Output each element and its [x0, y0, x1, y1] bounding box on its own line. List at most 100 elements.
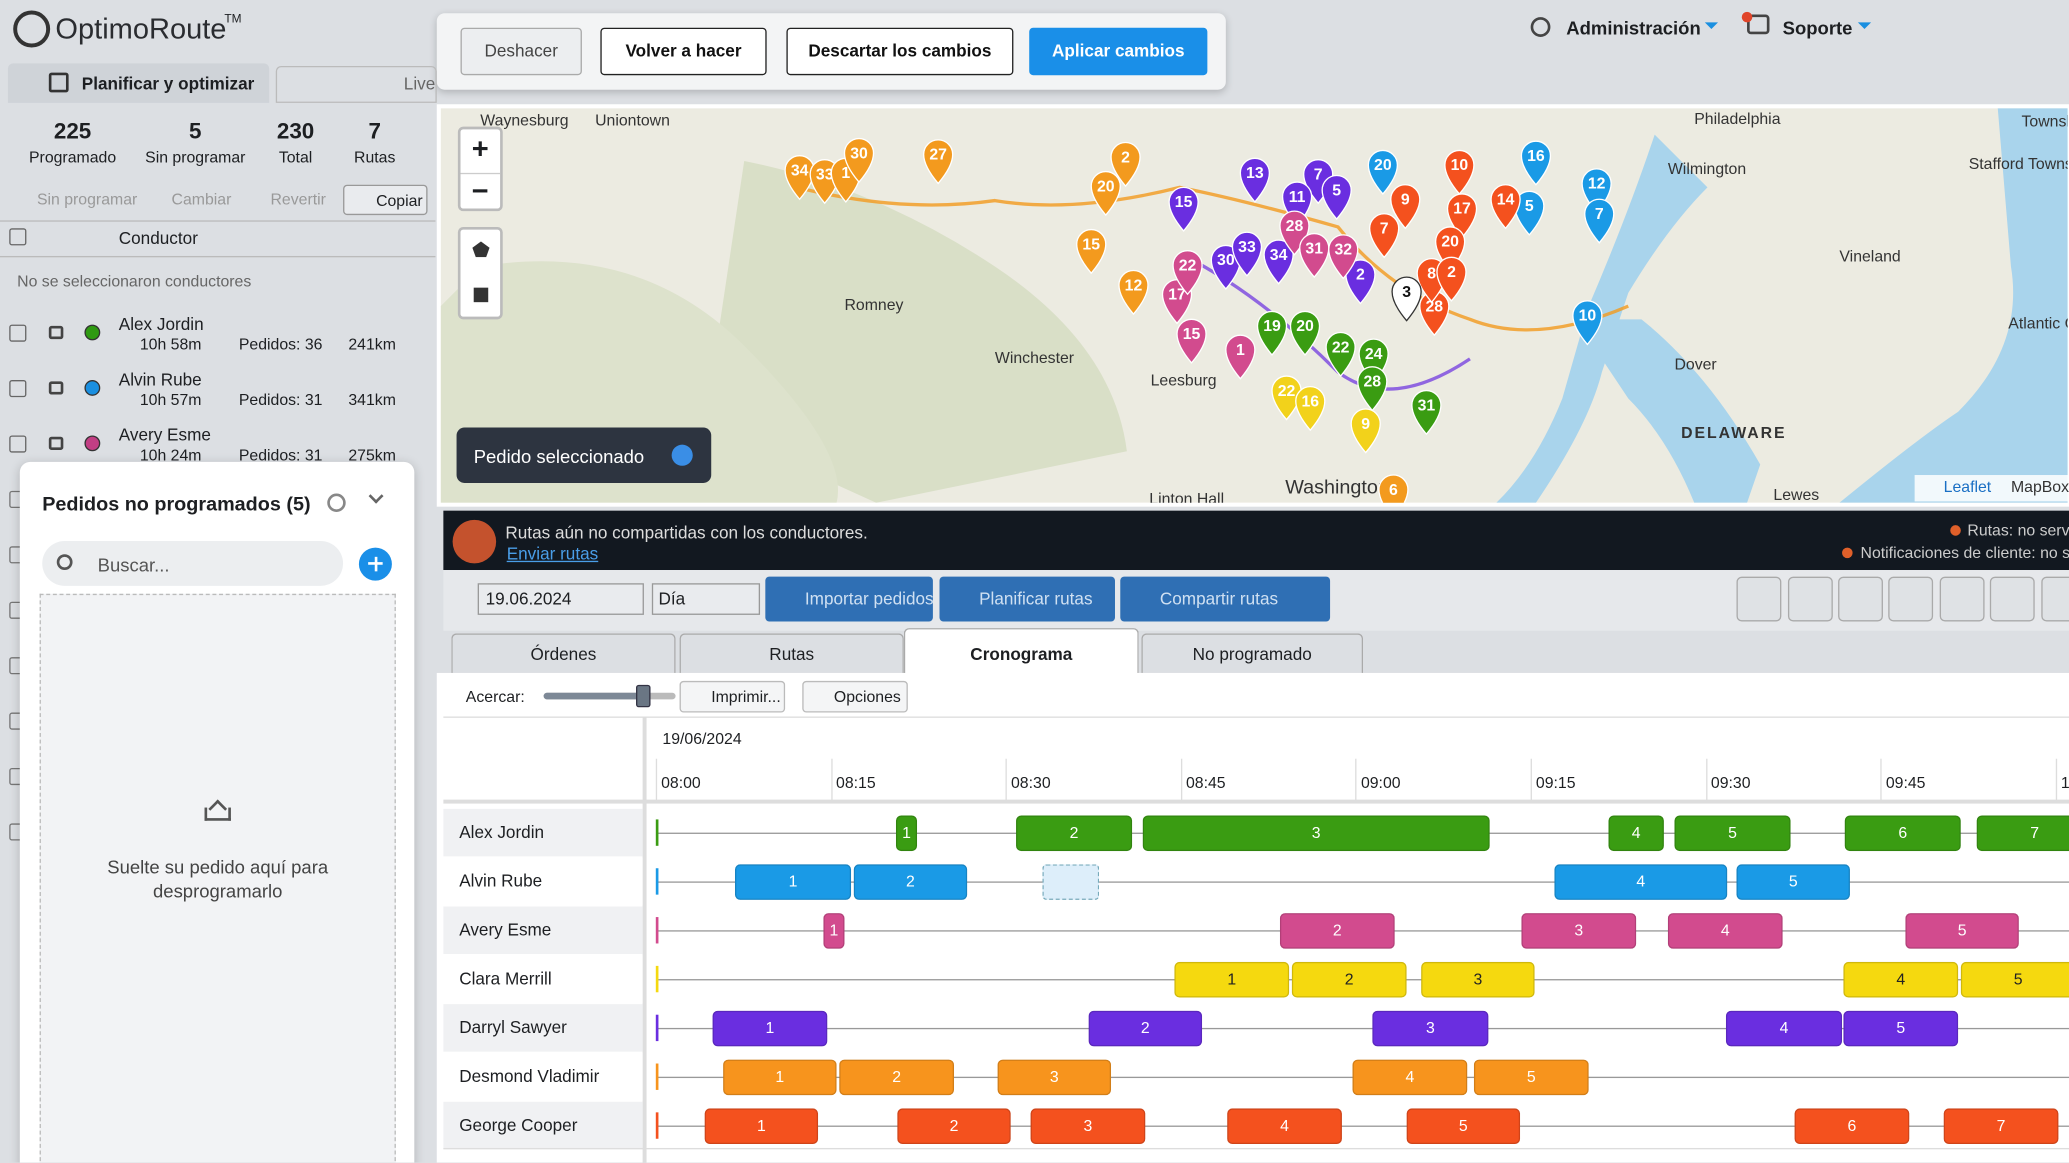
task-block[interactable]: 2 [1279, 913, 1395, 949]
map-pin[interactable]: 15 [1076, 229, 1107, 275]
row-name[interactable]: Desmond Vladimir [459, 1066, 600, 1086]
task-block[interactable]: 4 [1725, 1010, 1843, 1047]
settings-icon[interactable] [327, 493, 346, 512]
map-pin[interactable]: 10 [1572, 300, 1603, 346]
view-tab[interactable] [903, 628, 1139, 676]
period-select[interactable] [651, 583, 761, 615]
task-block[interactable]: 1 [723, 1059, 837, 1096]
task-block[interactable]: 2 [1291, 961, 1407, 998]
driver-name[interactable]: Avery Esme [118, 424, 211, 445]
task-block[interactable]: 5 [1473, 1059, 1589, 1096]
action-button[interactable]: Volver a hacer [600, 27, 767, 76]
row-name[interactable]: Alvin Rube [459, 870, 543, 891]
view-tab[interactable] [1141, 633, 1364, 673]
task-block[interactable]: 4 [1352, 1059, 1468, 1096]
map-pin[interactable]: 20 [1367, 149, 1399, 195]
task-block[interactable]: 2 [839, 1059, 955, 1096]
toolbar-item[interactable]: Revertir [270, 190, 326, 209]
map-pin[interactable]: 5 [1514, 190, 1545, 236]
task-block[interactable]: 4 [1843, 961, 1959, 998]
row-name[interactable]: Darryl Sawyer [459, 1017, 567, 1038]
task-block[interactable]: 5 [1736, 864, 1850, 900]
admin-menu[interactable]: Administración [1566, 17, 1701, 39]
task-block[interactable]: 3 [1372, 1010, 1489, 1047]
control-button[interactable] [1120, 576, 1331, 622]
task-block[interactable]: 5 [1905, 913, 2019, 949]
map-pin[interactable]: 22 [1172, 250, 1203, 296]
map-pin[interactable]: 14 [1490, 184, 1521, 230]
polygon-tool[interactable] [472, 241, 490, 258]
task-block[interactable]: 3 [1421, 961, 1535, 998]
task-block[interactable]: 5 [1406, 1108, 1521, 1145]
task-block[interactable]: 3 [1142, 815, 1490, 852]
rect-tool[interactable] [473, 287, 489, 303]
map-pin[interactable]: 20 [1090, 170, 1121, 217]
task-block[interactable]: 4 [1608, 815, 1664, 852]
map-pin[interactable]: 3 [1391, 276, 1422, 322]
search-box[interactable] [42, 541, 344, 586]
control-button[interactable] [765, 576, 933, 622]
map-pin[interactable]: 1 [1225, 334, 1256, 380]
attribution[interactable]: MapBox [2010, 477, 2069, 497]
map-pin[interactable]: 15 [1168, 186, 1199, 232]
task-block[interactable]: 2 [897, 1108, 1011, 1145]
map-pin[interactable]: 28 [1357, 366, 1388, 412]
map-pin[interactable]: 6 [1378, 474, 1409, 503]
task-block[interactable]: 3 [1030, 1108, 1146, 1145]
map-pin[interactable]: 7 [1369, 213, 1400, 259]
view-tab[interactable] [451, 633, 676, 673]
map-pin[interactable]: 34 [1263, 239, 1294, 285]
map-pin[interactable]: 17 [1446, 193, 1478, 239]
toolbar-item[interactable]: Copiar [376, 191, 423, 210]
map-pin[interactable]: 2 [1110, 141, 1141, 188]
map-pin[interactable]: 10 [1444, 149, 1475, 195]
icon-button[interactable] [1736, 576, 1782, 622]
action-button[interactable]: Aplicar cambios [1029, 27, 1208, 76]
map-pin[interactable]: 12 [1118, 269, 1149, 316]
task-block[interactable]: 2 [1016, 815, 1133, 852]
task-block[interactable]: 4 [1227, 1108, 1342, 1145]
task-block[interactable]: 7 [1943, 1108, 2059, 1145]
row-name[interactable]: Alex Jordin [459, 822, 545, 842]
task-block[interactable]: 7 [1976, 815, 2069, 852]
map-pin[interactable]: 15 [1176, 318, 1207, 364]
map-pin[interactable]: 34 [784, 155, 815, 201]
view-tab[interactable] [679, 633, 904, 673]
checkbox[interactable] [9, 324, 27, 342]
toolbar-item[interactable]: Cambiar [171, 190, 232, 209]
map-pin[interactable]: 27 [923, 139, 954, 185]
driver-name[interactable]: Alvin Rube [118, 369, 202, 390]
map-pin[interactable]: 31 [1411, 389, 1442, 436]
task-block[interactable]: 4 [1554, 864, 1728, 900]
map-pin[interactable]: 13 [1239, 157, 1271, 203]
attribution[interactable]: Leaflet [1943, 477, 1992, 497]
driver-name[interactable]: Alex Jordin [118, 314, 204, 334]
task-block[interactable]: 1 [704, 1108, 819, 1145]
map-pin[interactable]: 30 [843, 137, 875, 184]
admin-icon[interactable] [1530, 17, 1551, 37]
icon-button[interactable] [1939, 576, 1985, 622]
copy-button[interactable] [343, 184, 428, 216]
task-block[interactable]: 2 [1088, 1010, 1203, 1047]
task-block[interactable]: 3 [997, 1059, 1112, 1096]
zoom-out[interactable]: − [460, 172, 501, 209]
row-name[interactable]: George Cooper [459, 1114, 578, 1135]
map-pin[interactable]: 22 [1325, 331, 1356, 378]
clear-selected[interactable] [671, 444, 693, 466]
map-pin[interactable]: 9 [1350, 408, 1381, 454]
checkbox[interactable] [9, 380, 27, 398]
date-input[interactable] [477, 583, 644, 615]
icon-button[interactable] [1838, 576, 1883, 622]
checkbox[interactable] [9, 228, 27, 246]
row-name[interactable]: Clara Merrill [459, 968, 552, 989]
task-block[interactable]: 1 [823, 913, 845, 949]
tab-label[interactable]: Live [403, 73, 436, 94]
icon-button[interactable] [2041, 576, 2069, 622]
map-pin[interactable]: 19 [1256, 310, 1288, 356]
action-button[interactable]: Deshacer [460, 27, 582, 76]
map-pin[interactable]: 32 [1328, 234, 1359, 280]
task-block[interactable]: 1 [895, 815, 918, 852]
map-pin[interactable]: 28 [1419, 291, 1450, 337]
task-block[interactable]: 2 [853, 864, 968, 900]
icon-button[interactable] [1787, 576, 1833, 622]
